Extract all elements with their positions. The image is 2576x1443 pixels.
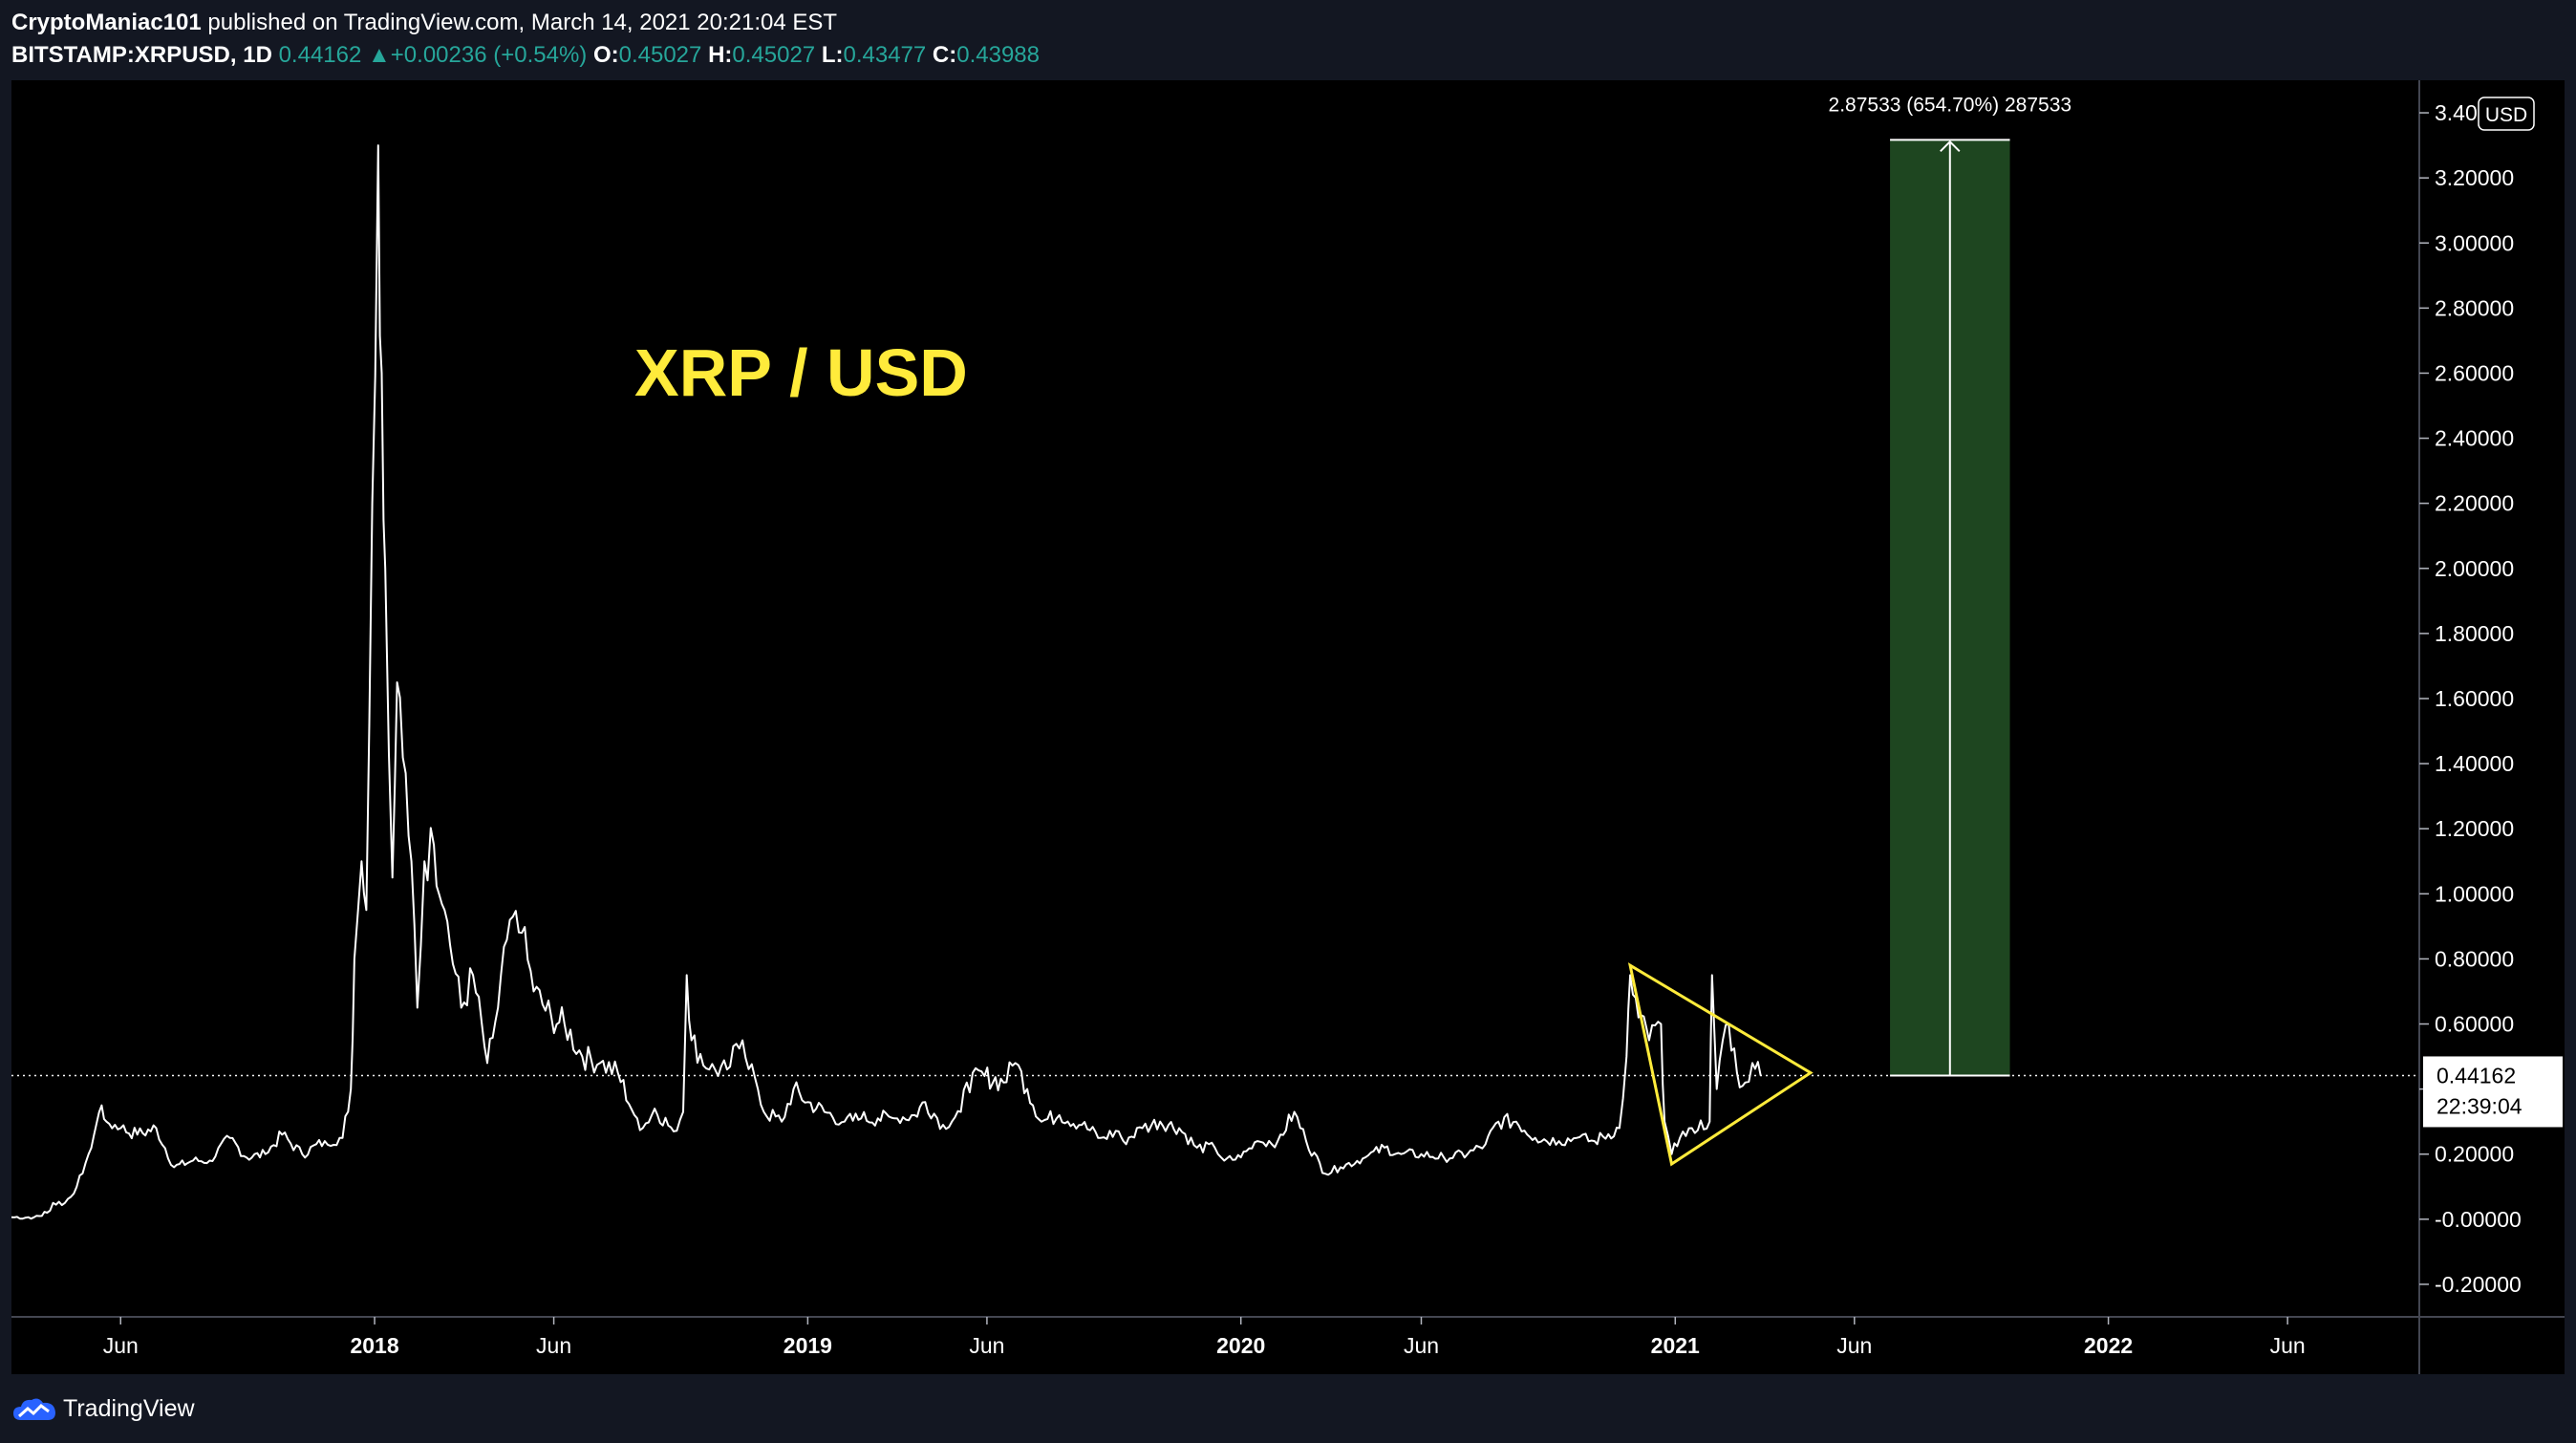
open-label: O: [592,42,619,68]
price-tick-label: 1.60000 [2435,686,2514,711]
low-value: 0.43477 [843,42,927,68]
currency-badge [2478,97,2535,131]
close-label: C: [932,42,957,68]
time-tick-label: Jun [536,1333,571,1358]
price-tick-label: 1.40000 [2435,751,2514,776]
time-tick-label: Jun [969,1333,1004,1358]
triangle-pattern [1627,962,1814,1167]
close-value: 0.43988 [956,42,1041,68]
open-value: 0.45027 [618,42,702,68]
price-tick-label: 2.40000 [2435,426,2514,451]
chart-annotation: XRP / USD [634,335,968,410]
high-value: 0.45027 [732,42,816,68]
low-label: L: [821,42,844,68]
price-tick-label: 2.80000 [2435,295,2514,320]
last-price: 0.44162 [278,42,362,68]
price-tick-label: -0.20000 [2435,1272,2522,1297]
price-tick-label: 3.00000 [2435,230,2514,255]
price-tick-label: 3.20000 [2435,165,2514,190]
price-tick-label: 0.60000 [2435,1012,2514,1037]
published-text: published on TradingView.com, March 14, … [207,10,838,35]
author-name[interactable]: CryptoManiac101 [11,10,202,35]
time-tick-label: 2022 [2084,1333,2133,1358]
current-price-badge [2423,1056,2563,1128]
time-tick-label: 2019 [784,1333,832,1358]
projection-arrow-head [1940,140,1961,153]
brand-name: TradingView [63,1395,195,1422]
time-tick-label: 2020 [1216,1333,1265,1358]
price-tick-label: 2.60000 [2435,360,2514,385]
countdown-timer: 22:39:04 [2436,1093,2522,1118]
high-label: H: [708,42,733,68]
symbol-info-bar: BITSTAMP:XRPUSD, 1D 0.44162 ▲+0.00236 (+… [11,38,1040,73]
price-series-line [11,144,1762,1220]
currency-badge-label: USD [2485,104,2527,126]
price-tick-label: 0.80000 [2435,946,2514,971]
time-tick-label: Jun [2270,1333,2306,1358]
time-tick-label: Jun [1836,1333,1872,1358]
tradingview-logo-icon [13,1398,55,1421]
price-tick-label: 2.20000 [2435,491,2514,516]
current-price-value: 0.44162 [2436,1063,2516,1088]
chart-area[interactable]: -0.20000-0.000000.200000.400000.600000.8… [11,80,2565,1374]
price-change: +0.00236 (+0.54%) [390,42,588,68]
price-chart[interactable]: -0.20000-0.000000.200000.400000.600000.8… [11,80,2565,1374]
symbol-name: BITSTAMP:XRPUSD, 1D [11,42,272,68]
price-tick-label: 1.80000 [2435,621,2514,646]
time-tick-label: Jun [103,1333,139,1358]
publish-info: CryptoManiac101 published on TradingView… [11,6,837,40]
time-tick-label: 2018 [350,1333,398,1358]
projection-label: 2.87533 (654.70%) 287533 [1829,94,2072,116]
time-tick-label: Jun [1404,1333,1439,1358]
footer-brand[interactable]: TradingView [11,1388,195,1430]
price-tick-label: 2.00000 [2435,556,2514,581]
price-tick-label: 1.00000 [2435,881,2514,906]
price-tick-label: -0.00000 [2435,1207,2522,1232]
price-tick-label: 1.20000 [2435,816,2514,841]
price-tick-label: 0.20000 [2435,1142,2514,1167]
up-arrow-icon: ▲ [368,42,391,68]
time-tick-label: 2021 [1651,1333,1700,1358]
